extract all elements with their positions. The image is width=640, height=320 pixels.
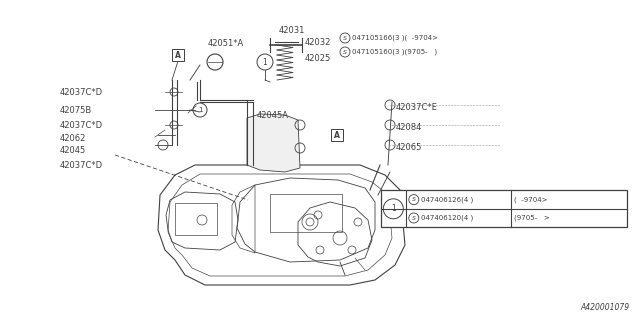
Bar [175, 203, 217, 235]
Text: S: S [412, 197, 416, 202]
Bar [331, 129, 343, 141]
Text: 42031: 42031 [279, 26, 305, 35]
Text: 42051*A: 42051*A [208, 39, 244, 48]
Text: A: A [334, 131, 340, 140]
Text: A: A [175, 51, 181, 60]
Text: 42037C*E: 42037C*E [396, 102, 438, 111]
Text: 1: 1 [391, 204, 396, 213]
Bar [270, 194, 342, 232]
Text: S: S [343, 36, 347, 41]
Text: 047105160(3 )(9705-   ): 047105160(3 )(9705- ) [352, 49, 437, 55]
Text: (9705-   >: (9705- > [514, 215, 550, 221]
Text: 42045A: 42045A [257, 110, 289, 119]
Polygon shape [247, 114, 300, 172]
Text: 42045: 42045 [60, 146, 86, 155]
Text: A420001079: A420001079 [581, 303, 630, 312]
Text: 42062: 42062 [60, 133, 86, 142]
Text: 047406120(4 ): 047406120(4 ) [421, 215, 473, 221]
Text: (  -9704>: ( -9704> [514, 196, 547, 203]
Text: 047406126(4 ): 047406126(4 ) [421, 196, 473, 203]
Text: 1: 1 [262, 58, 268, 67]
Bar [381, 190, 627, 227]
Text: 42025: 42025 [305, 53, 332, 62]
Text: S: S [412, 215, 416, 220]
Text: 42084: 42084 [396, 123, 422, 132]
Text: 42037C*D: 42037C*D [60, 161, 103, 170]
Text: 42075B: 42075B [60, 106, 92, 115]
Text: S: S [343, 50, 347, 54]
Text: 42037C*D: 42037C*D [60, 87, 103, 97]
Text: 42032: 42032 [305, 37, 332, 46]
Text: 42037C*D: 42037C*D [60, 121, 103, 130]
Text: 1: 1 [198, 107, 202, 113]
Text: 047105166(3 )(  -9704>: 047105166(3 )( -9704> [352, 35, 438, 41]
Text: 42065: 42065 [396, 142, 422, 151]
Bar [172, 49, 184, 61]
